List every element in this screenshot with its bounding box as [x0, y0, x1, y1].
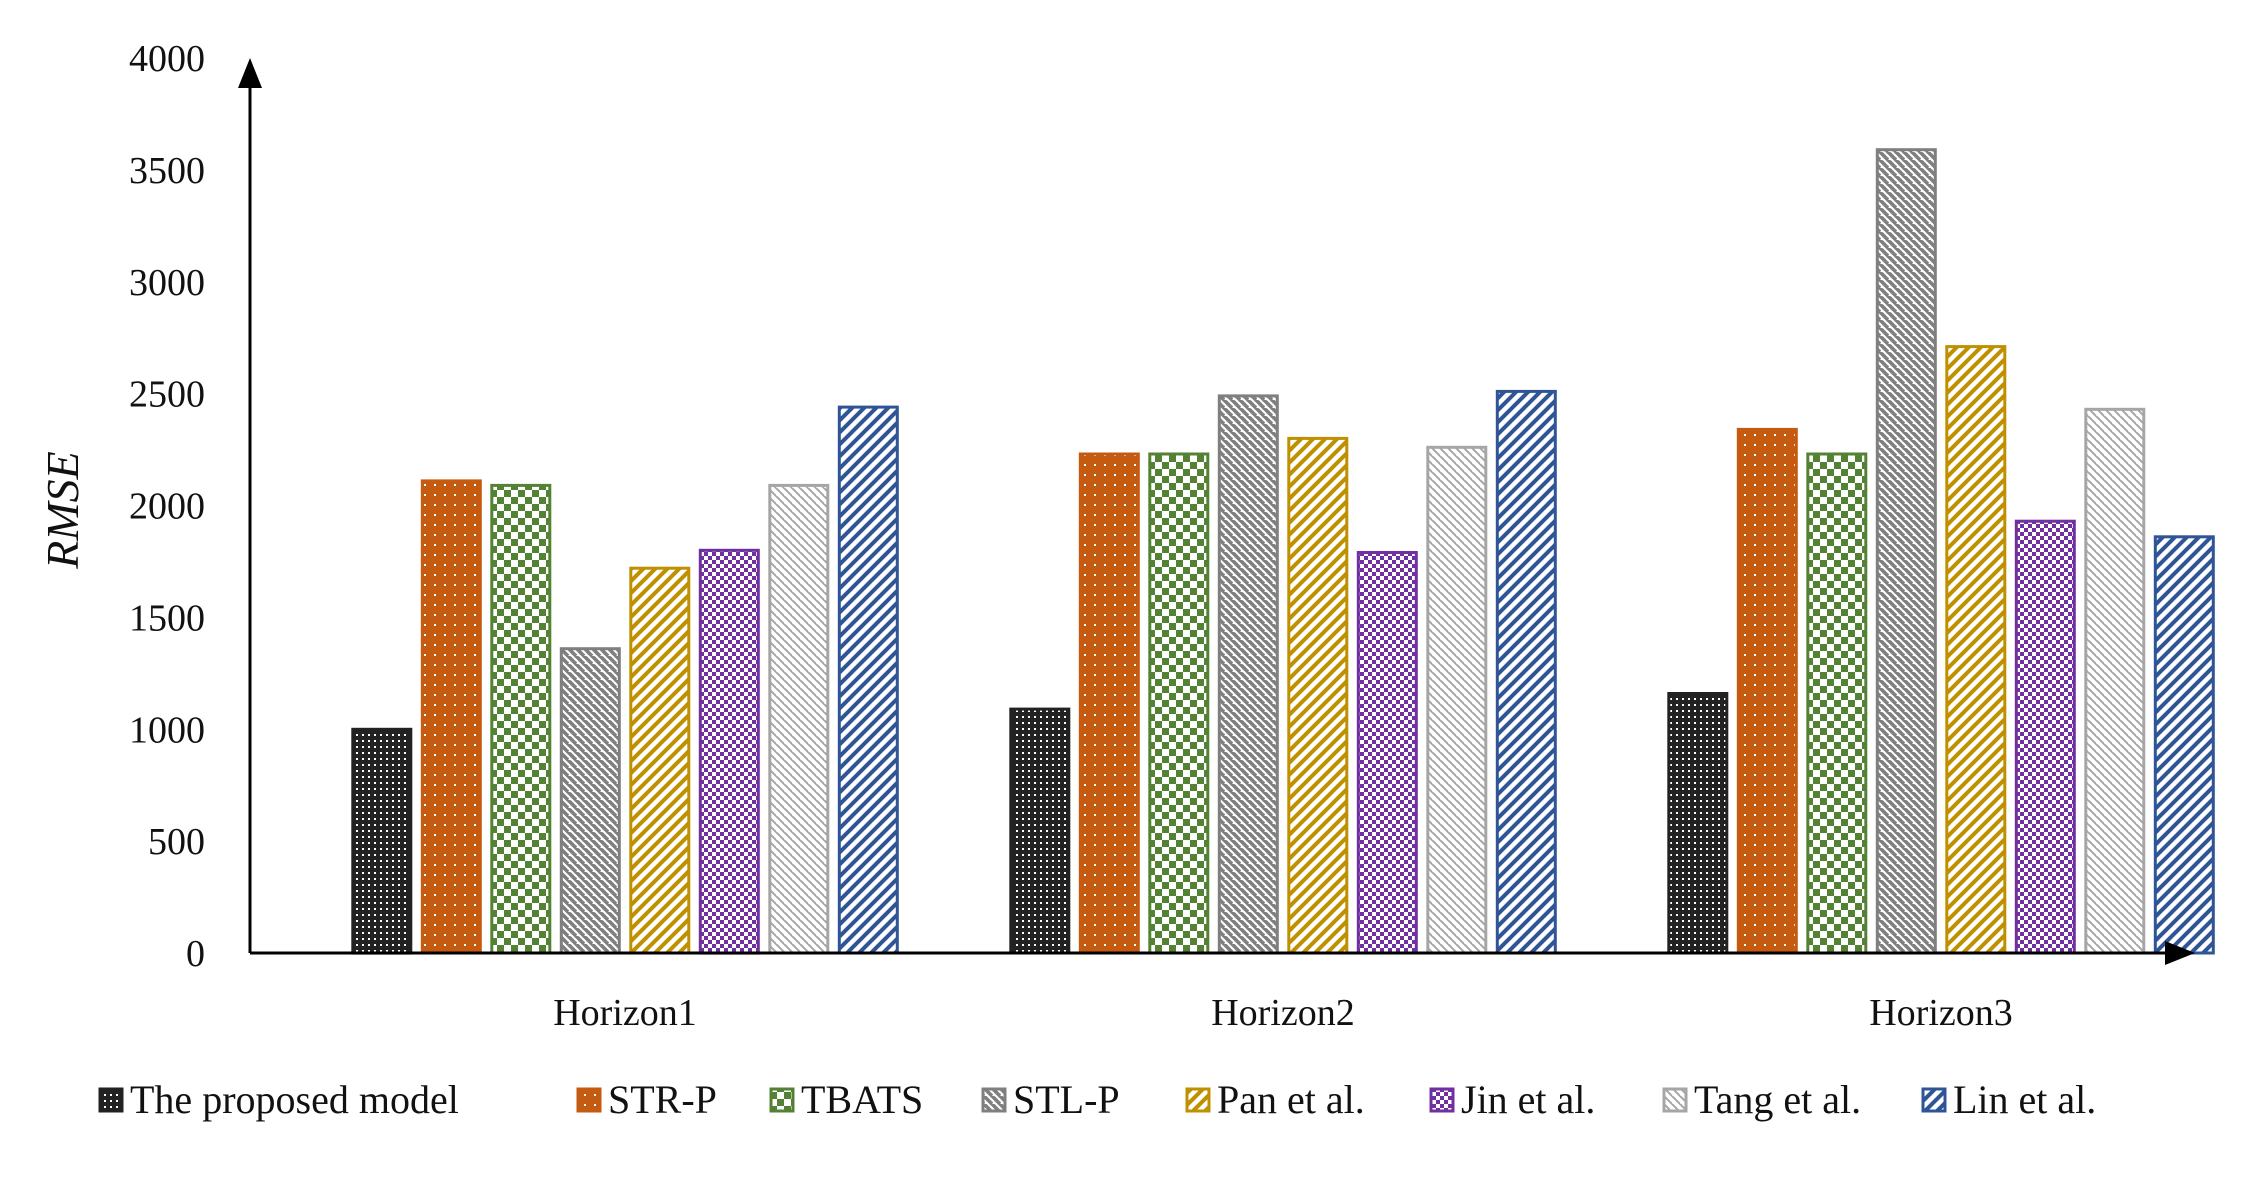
x-tick-label: Horizon3 [1869, 992, 2013, 1034]
bar-pan-et-al-horizon2 [1287, 436, 1349, 955]
bar-the-proposed-model-horizon2 [1009, 707, 1071, 955]
bar-tbats-horizon1 [490, 483, 552, 955]
bar-tang-et-al-horizon3 [2084, 407, 2146, 955]
legend-swatch [1429, 1087, 1455, 1113]
bar-lin-et-al-horizon3 [2153, 535, 2215, 955]
legend-swatch [981, 1087, 1007, 1113]
axes-group: Horizon1 Horizon2 Horizon3 0 500 1000 1500 2000… [129, 38, 2195, 1034]
legend-label: TBATS [801, 1077, 923, 1122]
legend-item: TBATS [769, 1077, 923, 1122]
y-tick-label: 3500 [129, 150, 205, 192]
bar-stl-p-horizon1 [559, 647, 621, 955]
y-axis-label: RMSE [37, 451, 88, 570]
bar-pan-et-al-horizon3 [1945, 345, 2007, 955]
legend-label: STL-P [1013, 1077, 1120, 1122]
bar-stl-p-horizon3 [1875, 148, 1937, 955]
legend-label: Pan et al. [1217, 1077, 1365, 1122]
legend-label: The proposed model [130, 1077, 459, 1122]
bar-the-proposed-model-horizon1 [351, 727, 413, 955]
legend-item: Pan et al. [1185, 1077, 1365, 1122]
legend-label: Tang et al. [1694, 1077, 1861, 1122]
y-tick-label: 2000 [129, 486, 205, 528]
y-tick-label: 4000 [129, 38, 205, 80]
bar-str-p-horizon3 [1736, 427, 1798, 955]
x-tick-label: Horizon2 [1211, 992, 1355, 1034]
bar-the-proposed-model-horizon3 [1667, 692, 1729, 955]
legend-item: Lin et al. [1921, 1077, 2096, 1122]
bar-tang-et-al-horizon2 [1426, 445, 1488, 955]
y-tick-label: 1500 [129, 597, 205, 639]
bar-jin-et-al-horizon1 [698, 548, 760, 955]
bar-str-p-horizon2 [1078, 452, 1140, 955]
bar-tbats-horizon2 [1148, 452, 1210, 955]
legend-swatch [576, 1087, 602, 1113]
legend-item: The proposed model [98, 1077, 459, 1122]
legend-item: Jin et al. [1429, 1077, 1595, 1122]
y-tick-label: 3000 [129, 262, 205, 304]
bar-lin-et-al-horizon1 [837, 405, 899, 955]
y-tick-label: 500 [148, 821, 205, 863]
legend-item: STL-P [981, 1077, 1120, 1122]
bars-group [351, 148, 2215, 955]
legend-swatch [1662, 1087, 1688, 1113]
legend: The proposed model STR-P TBATS STL-P Pan et … [98, 1077, 2096, 1122]
bar-lin-et-al-horizon2 [1495, 389, 1557, 955]
legend-swatch [769, 1087, 795, 1113]
legend-swatch [98, 1087, 124, 1113]
bar-tbats-horizon3 [1806, 452, 1868, 955]
legend-label: STR-P [608, 1077, 717, 1122]
y-tick-label: 2500 [129, 374, 205, 416]
legend-item: STR-P [576, 1077, 717, 1122]
legend-swatch [1185, 1087, 1211, 1113]
x-axis-arrow [2165, 941, 2195, 965]
bar-str-p-horizon1 [420, 479, 482, 955]
y-axis-arrow [238, 58, 262, 88]
x-tick-label: Horizon1 [553, 992, 697, 1034]
bar-stl-p-horizon2 [1217, 394, 1279, 955]
bar-pan-et-al-horizon1 [629, 566, 691, 955]
legend-item: Tang et al. [1662, 1077, 1861, 1122]
bar-jin-et-al-horizon2 [1356, 551, 1418, 955]
y-tick-label: 0 [186, 933, 205, 975]
legend-label: Jin et al. [1461, 1077, 1595, 1122]
bar-tang-et-al-horizon1 [768, 483, 830, 955]
legend-swatch [1921, 1087, 1947, 1113]
bar-jin-et-al-horizon3 [2014, 519, 2076, 955]
y-tick-label: 1000 [129, 709, 205, 751]
legend-label: Lin et al. [1953, 1077, 2096, 1122]
